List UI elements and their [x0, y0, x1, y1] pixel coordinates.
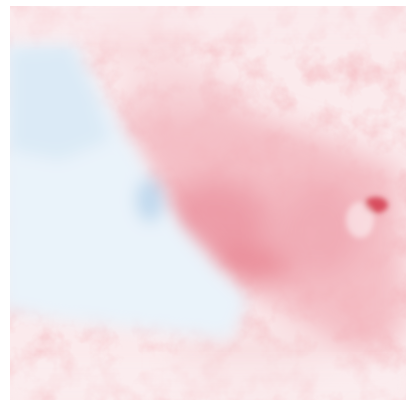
bottom-band	[10, 360, 406, 400]
blue-region	[10, 40, 250, 340]
heatmap	[10, 6, 406, 400]
top-band	[10, 6, 406, 42]
hotspot	[346, 197, 388, 238]
